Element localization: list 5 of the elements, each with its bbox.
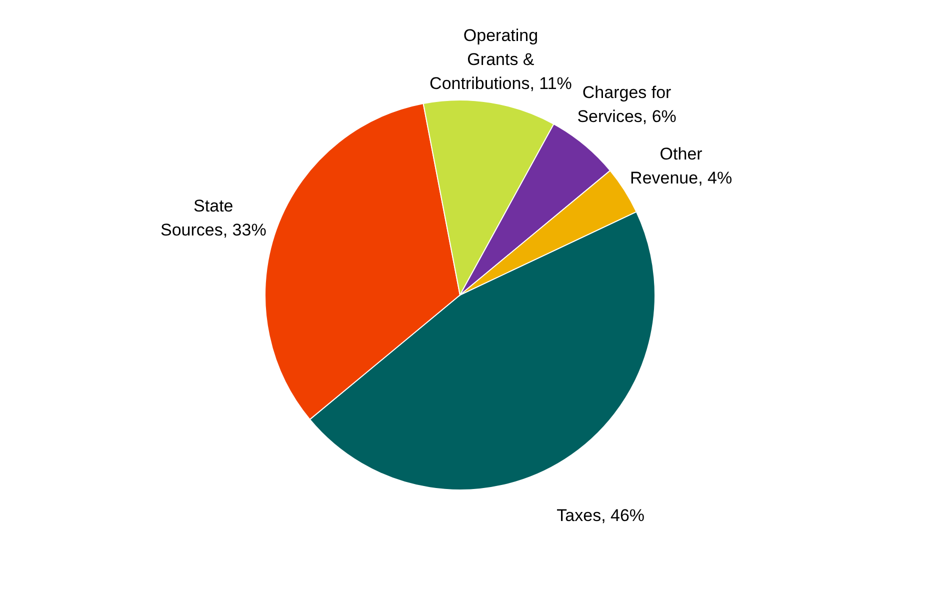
slice-label: Other Revenue, 4% xyxy=(630,144,732,188)
slice-label: Taxes, 46% xyxy=(556,506,645,526)
slice-label: Operating Grants & Contributions, 11% xyxy=(430,26,572,94)
slice-label: State Sources, 33% xyxy=(160,196,266,240)
slice-label: Charges for Services, 6% xyxy=(577,82,676,126)
